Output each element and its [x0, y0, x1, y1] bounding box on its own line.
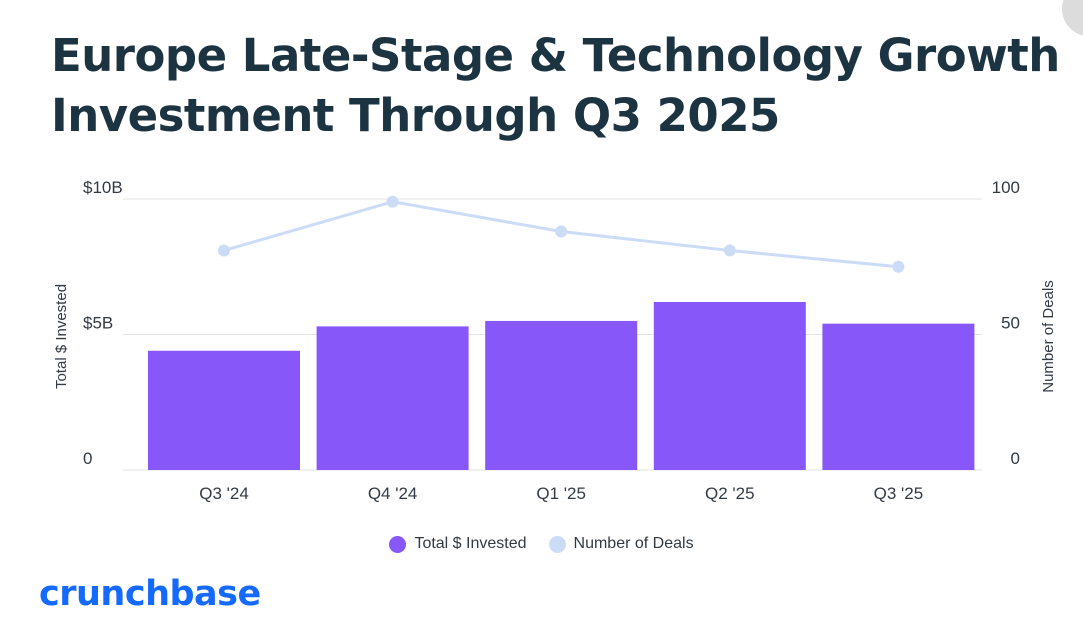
y2-tick-label: 50 [1001, 314, 1020, 333]
y2-tick-label: 100 [992, 178, 1020, 197]
x-tick-label: Q2 '25 [705, 484, 755, 503]
bar-3 [485, 320, 638, 470]
chart: 0 $5B $10B 0 50 100 Total $ Invested Number of … [53, 178, 1057, 503]
legend-label-invested: Total $ Invested [414, 535, 527, 552]
y2-axis-title: Number of Deals [1040, 280, 1057, 393]
deals-point-3 [555, 225, 568, 238]
deals-point-2 [386, 195, 399, 208]
deals-point-1 [218, 244, 230, 257]
legend-swatch-deals [548, 535, 566, 553]
chart-title: Europe Late-Stage & Technology Growth In… [51, 29, 1060, 142]
legend-label-deals: Number of Deals [573, 535, 694, 552]
corner-button[interactable] [1062, 0, 1083, 36]
bar-4 [653, 301, 806, 470]
legend-item-deals[interactable]: Number of Deals [548, 535, 694, 553]
x-tick-label: Q1 '25 [536, 484, 586, 503]
deals-point-4 [723, 244, 736, 257]
y-tick-label: 0 [83, 449, 92, 468]
legend-swatch-invested [389, 535, 407, 553]
legend-item-invested[interactable]: Total $ Invested [389, 535, 527, 553]
y-tick-label: $5B [83, 314, 113, 333]
crunchbase-logo: crunchbase [39, 574, 261, 614]
bar-1 [148, 350, 300, 470]
y2-tick-label: 0 [1011, 449, 1020, 468]
legend: Total $ Invested Number of Deals [0, 532, 1083, 556]
y-axis-title: Total $ Invested [53, 284, 70, 389]
x-tick-label: Q3 '24 [199, 484, 249, 503]
bar-2 [316, 326, 469, 470]
deals-point-5 [892, 260, 905, 273]
y-tick-label: $10B [83, 178, 123, 197]
x-tick-label: Q4 '24 [368, 484, 418, 503]
x-tick-label: Q3 '25 [874, 484, 924, 503]
bar-5 [822, 323, 975, 470]
